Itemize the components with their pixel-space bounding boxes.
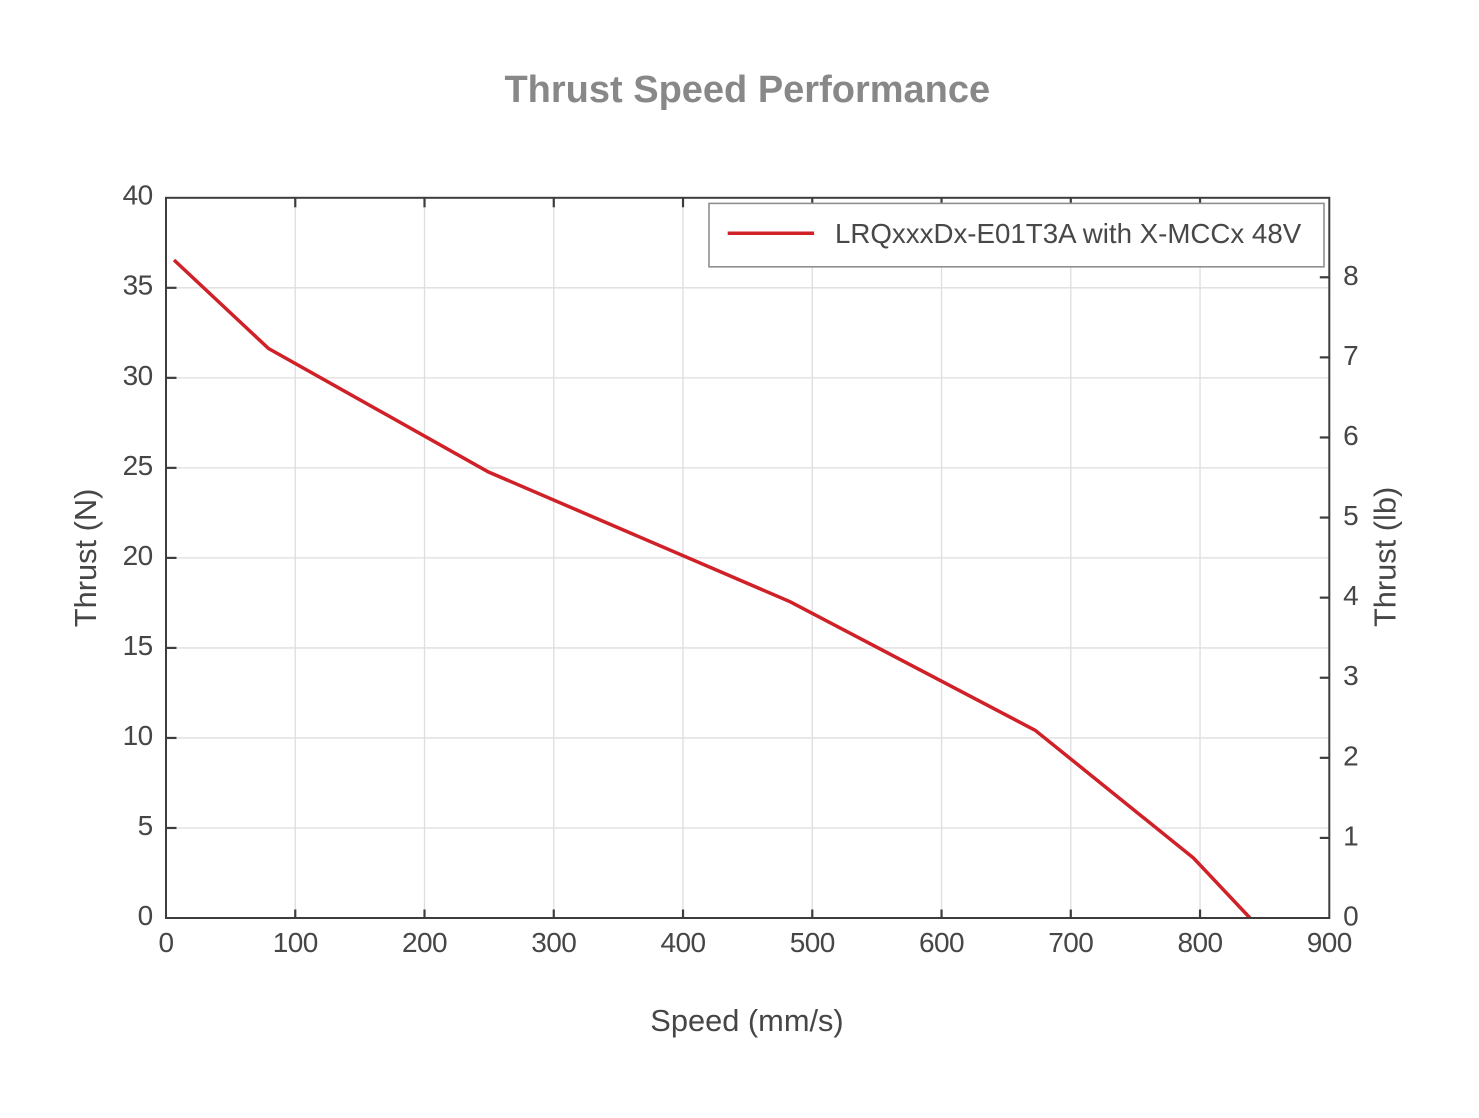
svg-text:400: 400 — [660, 927, 705, 958]
svg-text:600: 600 — [919, 927, 964, 958]
svg-text:5: 5 — [1343, 500, 1358, 531]
svg-text:2: 2 — [1343, 740, 1358, 771]
svg-text:3: 3 — [1343, 660, 1358, 691]
svg-text:Speed (mm/s): Speed (mm/s) — [650, 1003, 843, 1038]
svg-text:Thrust Speed Performance: Thrust Speed Performance — [504, 69, 990, 111]
svg-text:35: 35 — [123, 270, 153, 301]
svg-text:800: 800 — [1178, 927, 1223, 958]
svg-text:30: 30 — [123, 360, 153, 391]
svg-text:8: 8 — [1343, 260, 1358, 291]
svg-text:0: 0 — [1343, 901, 1358, 932]
svg-text:40: 40 — [123, 180, 153, 211]
svg-text:0: 0 — [158, 927, 173, 958]
svg-text:200: 200 — [402, 927, 447, 958]
svg-text:5: 5 — [138, 810, 153, 841]
svg-text:15: 15 — [123, 630, 153, 661]
svg-text:6: 6 — [1343, 420, 1358, 451]
svg-text:25: 25 — [123, 450, 153, 481]
svg-text:100: 100 — [273, 927, 318, 958]
svg-text:Thrust (lb): Thrust (lb) — [1368, 487, 1403, 627]
svg-text:0: 0 — [138, 900, 153, 931]
svg-text:500: 500 — [790, 927, 835, 958]
svg-text:7: 7 — [1343, 340, 1358, 371]
svg-text:LRQxxxDx-E01T3A with X-MCCx 48: LRQxxxDx-E01T3A with X-MCCx 48V — [835, 218, 1302, 249]
svg-text:10: 10 — [123, 720, 153, 751]
svg-text:700: 700 — [1048, 927, 1093, 958]
svg-text:Thrust (N): Thrust (N) — [68, 489, 103, 628]
svg-text:20: 20 — [123, 540, 153, 571]
svg-text:4: 4 — [1343, 580, 1358, 611]
svg-text:1: 1 — [1343, 820, 1358, 851]
svg-text:300: 300 — [531, 927, 576, 958]
svg-text:900: 900 — [1307, 927, 1352, 958]
